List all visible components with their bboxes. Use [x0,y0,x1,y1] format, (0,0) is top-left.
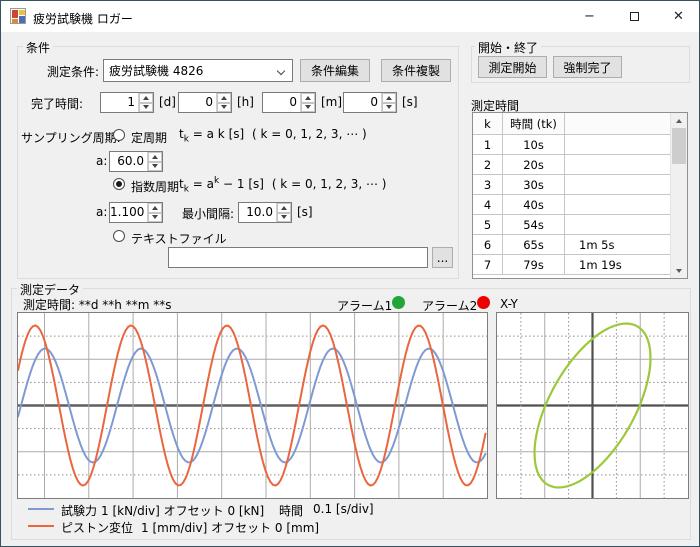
unit-seconds-label: [s] [402,95,418,109]
radio-fixed-period[interactable] [113,129,125,141]
a-label-fixed: a: [96,154,108,168]
measurement-condition-select[interactable]: 疲労試験機 4826 [103,59,293,82]
measurement-condition-value: 疲労試験機 4826 [109,64,204,78]
time-table-label: 測定時間 [471,99,520,113]
force-complete-button[interactable]: 強制完了 [553,56,622,78]
close-button[interactable]: ✕ [673,9,684,24]
scroll-down-icon[interactable] [671,263,687,278]
spinner-down-icon[interactable] [382,102,396,112]
unit-days-label: [d] [159,95,176,109]
unit-hours-label: [h] [237,95,254,109]
completion-seconds-spinner[interactable]: 0 [343,92,397,113]
start-end-group-label: 開始・終了 [475,39,542,56]
alarm1-indicator [392,296,405,309]
completion-days-spinner[interactable]: 1 [100,92,154,113]
spinner-down-icon[interactable] [148,161,162,171]
scroll-up-icon[interactable] [671,113,687,128]
duplicate-conditions-button[interactable]: 条件複製 [381,59,451,82]
spinner-down-icon[interactable] [217,102,231,112]
data-group [11,288,691,540]
table-row[interactable]: 4 40s [473,195,670,215]
conditions-group [17,46,459,279]
min-interval-label: 最小間隔: [182,207,235,221]
sampling-period-label: サンプリング周期: [21,131,121,145]
legend-force-scale: 1 [kN/div] オフセット 0 [kN] [101,504,265,518]
min-interval-spinner[interactable]: 10.0 [238,202,292,223]
alarm2-indicator [477,296,490,309]
table-header-extra [565,113,670,134]
legend-force-name: 試験力 [61,504,98,518]
table-header-time: 時間 (tk) [503,113,565,134]
spinner-down-icon[interactable] [148,212,162,222]
table-header-row: k 時間 (tk) [473,113,670,135]
table-row[interactable]: 2 20s [473,155,670,175]
data-group-label: 測定データ [17,281,84,298]
min-interval-unit-label: [s] [297,205,313,219]
table-row[interactable]: 5 54s [473,215,670,235]
time-scale-value: 0.1 [s/div] [313,502,374,516]
app-icon [10,8,26,24]
fixed-period-formula: tk = a k [s] ( k = 0, 1, 2, 3, ⋯ ) [179,127,367,145]
chevron-down-icon [276,66,286,76]
spinner-down-icon[interactable] [301,102,315,112]
completion-minutes-spinner[interactable]: 0 [262,92,316,113]
spinner-up-icon[interactable] [382,93,396,103]
conditions-group-label: 条件 [23,39,54,56]
spinner-up-icon[interactable] [139,93,153,103]
table-scrollbar[interactable] [670,113,687,278]
legend-force-swatch [28,508,54,510]
edit-conditions-button[interactable]: 条件編集 [300,59,370,82]
spinner-down-icon[interactable] [277,212,291,222]
time-table: k 時間 (tk) 1 10s 2 20s 3 30s 4 40s 5 54s 6 65s 1… [472,112,688,279]
title-bar: 疲労試験機 ロガー − ✕ [1,1,699,32]
browse-button[interactable]: ... [432,247,453,268]
file-path-input[interactable] [168,247,428,268]
exponential-period-formula: tk = ak − 1 [s] ( k = 0, 1, 2, 3, ⋯ ) [179,176,387,195]
spinner-up-icon[interactable] [148,152,162,162]
main-chart-svg [17,313,487,498]
radio-text-file[interactable] [113,230,125,242]
spinner-up-icon[interactable] [217,93,231,103]
window-title: 疲労試験機 ロガー [33,12,133,26]
alarm1-label: アラーム1 [337,299,393,313]
a-label-exp: a: [96,205,108,219]
spinner-up-icon[interactable] [277,203,291,213]
completion-time-label: 完了時間: [30,97,83,111]
alarm2-label: アラーム2 [422,299,478,313]
text-file-label[interactable]: テキストファイル [131,232,227,246]
elapsed-time-label: 測定時間: **d **h **m **s [23,298,172,312]
main-chart [17,312,488,499]
scroll-thumb[interactable] [672,128,686,164]
table-header-k: k [473,113,503,134]
start-measurement-button[interactable]: 測定開始 [478,56,547,78]
radio-exponential-period[interactable] [113,178,125,190]
spinner-down-icon[interactable] [139,102,153,112]
exp-a-spinner[interactable]: 1.100 [109,202,163,223]
table-row[interactable]: 7 79s 1m 19s [473,255,670,275]
spinner-up-icon[interactable] [301,93,315,103]
measurement-condition-label: 測定条件: [46,65,99,79]
table-row[interactable]: 3 30s [473,175,670,195]
fixed-period-label[interactable]: 定周期 [131,131,168,145]
xy-chart-svg [497,313,688,498]
legend-piston-name: ピストン変位 [61,521,134,535]
completion-hours-spinner[interactable]: 0 [178,92,232,113]
unit-minutes-label: [m] [321,95,343,109]
xy-label: X-Y [500,297,518,311]
exponential-period-label[interactable]: 指数周期 [131,180,180,194]
time-scale-label: 時間 [279,504,304,518]
legend-piston-swatch [28,525,54,527]
maximize-button[interactable] [612,1,657,32]
start-end-group [471,46,690,83]
maximize-icon [630,12,639,21]
xy-chart [496,312,689,499]
table-row[interactable]: 6 65s 1m 5s [473,235,670,255]
legend-piston-scale: 1 [mm/div] オフセット 0 [mm] [141,521,320,535]
fixed-a-spinner[interactable]: 60.0 [109,151,163,172]
table-row[interactable]: 1 10s [473,135,670,155]
spinner-up-icon[interactable] [148,203,162,213]
minimize-button[interactable]: − [584,9,595,24]
